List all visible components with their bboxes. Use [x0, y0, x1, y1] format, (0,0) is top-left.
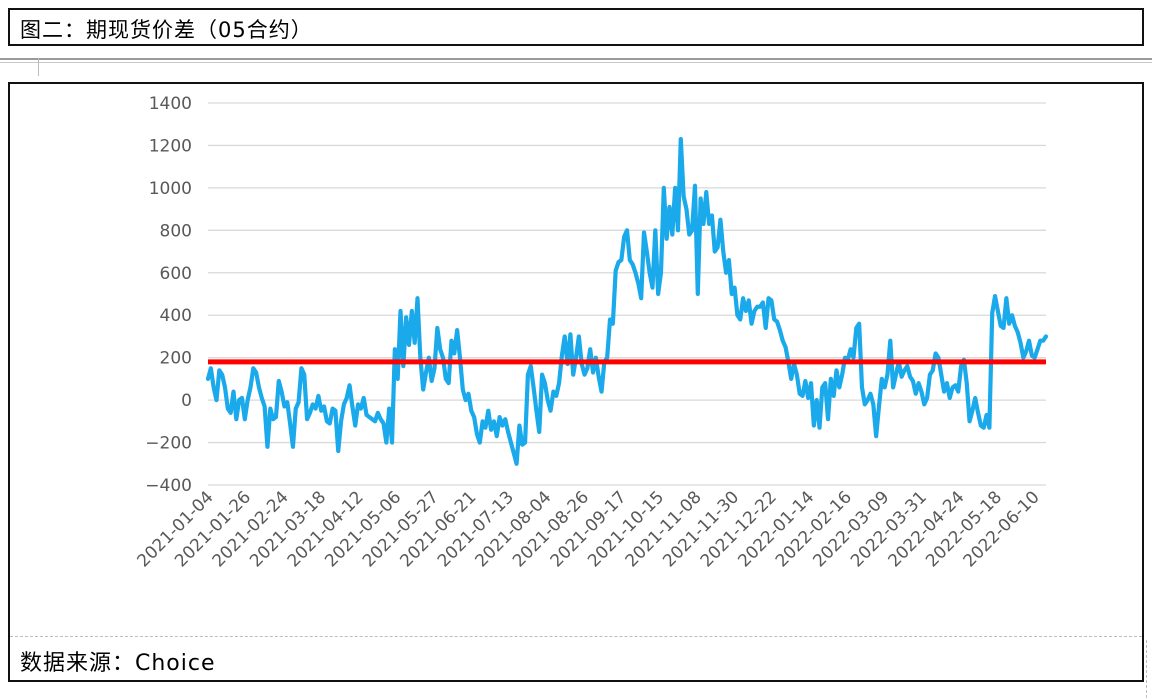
y-tick-label: 400	[160, 306, 192, 326]
dashed-divider	[10, 636, 1142, 637]
dashed-divider-right	[1146, 640, 1147, 698]
data-source: 数据来源：Choice	[20, 651, 216, 676]
separator-line-thin	[0, 62, 1152, 63]
y-tick-label: 800	[160, 221, 192, 241]
cell-divider	[38, 58, 39, 76]
figure-title: 图二：期现货价差（05合约）	[20, 18, 313, 42]
separator-line	[0, 58, 1152, 60]
y-tick-label: 600	[160, 264, 192, 284]
y-tick-label: −400	[145, 476, 192, 496]
y-tick-label: 200	[160, 349, 192, 369]
y-tick-label: 0	[181, 391, 192, 411]
y-tick-label: −200	[145, 434, 192, 454]
y-tick-label: 1000	[149, 179, 192, 199]
chart-container: −400 −200 0 200 400 600 800 1000 1200 1400 2021-01…	[8, 82, 1144, 682]
y-tick-label: 1400	[149, 94, 192, 114]
price-spread-chart: −400−20002004006008001000120014002021-01…	[134, 94, 1049, 571]
figure-title-box: 图二：期现货价差（05合约）	[8, 8, 1144, 46]
series-line	[205, 136, 1049, 466]
y-tick-label: 1200	[149, 136, 192, 156]
